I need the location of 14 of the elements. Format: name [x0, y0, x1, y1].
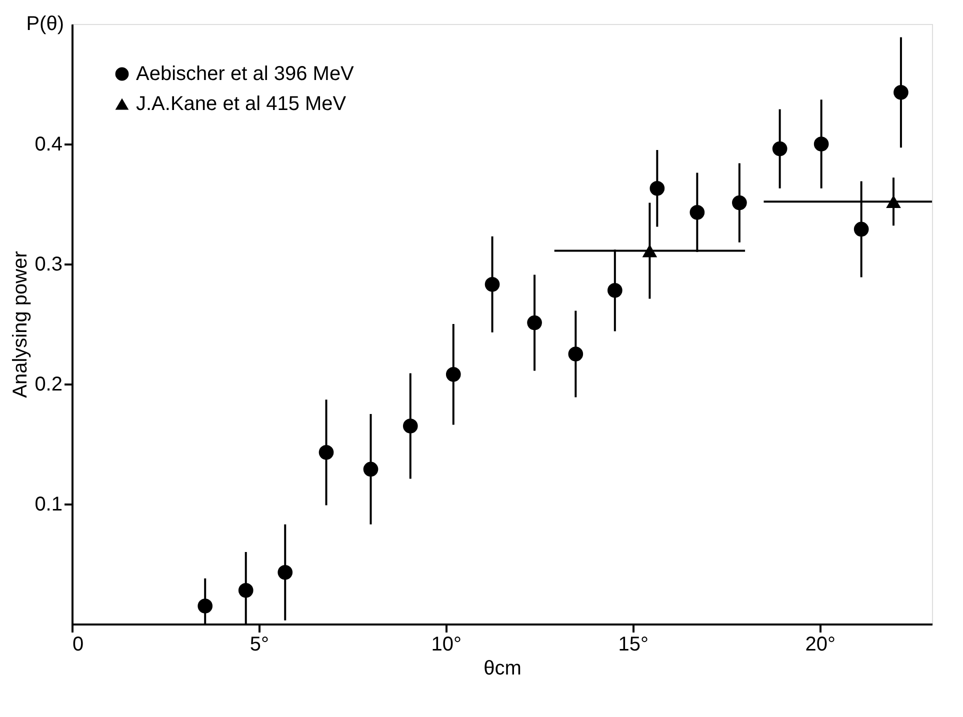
x-tick-label: 10° — [431, 634, 462, 656]
legend-label: Aebischer et al 396 MeV — [136, 63, 355, 85]
x-tick-label: 0 — [72, 634, 84, 656]
x-axis-title: θcm — [484, 658, 522, 680]
y-tick-label: 0.4 — [34, 134, 62, 156]
text: P(θ) — [26, 13, 64, 35]
y-tick-label: 0.2 — [34, 374, 62, 396]
x-tick-label: 20° — [805, 634, 836, 656]
legend-label: J.A.Kane et al 415 MeV — [136, 93, 347, 115]
x-tick-label: 15° — [618, 634, 648, 656]
y-tick-label: 0.3 — [34, 254, 62, 276]
y-tick-label: 0.1 — [34, 494, 62, 516]
y-axis-title: Analysing power — [10, 250, 32, 398]
x-tick-label: 5° — [250, 634, 270, 656]
